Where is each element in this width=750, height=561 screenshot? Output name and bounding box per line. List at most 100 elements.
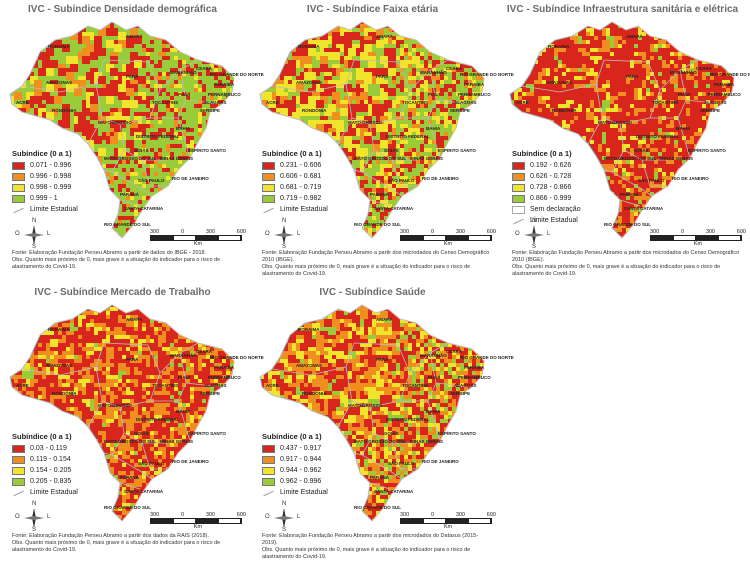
legend-item: 0.071 - 0.996: [12, 160, 78, 171]
map-legend: Subíndice (0 a 1) 0.437 - 0.917 0.917 - 0.…: [262, 431, 328, 498]
brazil-choropleth-map: [259, 304, 485, 522]
state-label-para: PARÁ: [376, 74, 389, 79]
source-text: Fonte: Elaboração Fundação Perseu Abramo…: [262, 250, 490, 263]
state-label-amazonas: AMAZONAS: [546, 80, 572, 85]
state-label-df: DISTRITO FEDERAL: [636, 134, 680, 139]
legend-item-none: Sem declaração: [512, 204, 581, 215]
scale-unit: Km: [193, 241, 203, 247]
legend-label: Limite Estadual: [30, 206, 78, 213]
compass-rose-icon: N S L O: [15, 218, 50, 250]
map-panel: RORAIMA AMAPÁ AMAZONAS PARÁ MARANHÃO CEARÁ RIO…: [500, 0, 750, 277]
state-label-rj: RIO DE JANEIRO: [672, 176, 709, 181]
compass-letter-n: N: [32, 501, 37, 507]
source-note: Fonte: Elaboração Fundação Perseu Abramo…: [262, 250, 492, 278]
compass-letter-l: L: [547, 231, 551, 237]
state-label-amazonas: AMAZONAS: [296, 363, 322, 368]
state-label-rn: RIO GRANDE DO NORTE: [460, 355, 514, 360]
legend-swatch: [12, 444, 25, 453]
scale-unit: Km: [693, 241, 703, 247]
compass-letter-o: O: [265, 514, 270, 520]
legend-label: 0.962 - 0.996: [280, 478, 322, 485]
legend-title: Subíndice (0 a 1): [512, 149, 572, 158]
legend-label: 0.071 - 0.996: [30, 162, 72, 169]
legend-item: 0.626 - 0.728: [512, 171, 581, 182]
state-label-df: DISTRITO FEDERAL: [136, 417, 180, 422]
state-label-goias: GOIÁS: [384, 148, 399, 153]
legend-title: Subíndice (0 a 1): [262, 432, 322, 441]
state-label-mt: MATO GROSSO: [98, 403, 132, 408]
legend-swatch: [262, 455, 275, 464]
state-label-roraima: RORAIMA: [298, 327, 320, 332]
legend-swatch: [512, 194, 525, 203]
compass-letter-n: N: [32, 218, 37, 224]
map-legend: Subíndice (0 a 1) 0.03 - 0.119 0.119 - 0.1…: [12, 431, 78, 498]
state-label-tocantins: TOCANTINS: [652, 100, 679, 105]
state-label-ceara: CEARÁ: [196, 66, 213, 71]
state-label-sc: SANTA CATARINA: [374, 489, 414, 494]
state-label-paraiba: PARAÍBA: [464, 365, 485, 370]
state-label-sergipe: SERGIPE: [200, 108, 221, 113]
brazil-choropleth-map: [9, 304, 235, 522]
state-label-rondonia: RONDÔNIA: [52, 108, 77, 113]
state-label-rondonia: RONDÔNIA: [302, 391, 327, 396]
legend-swatch: [262, 466, 275, 475]
scale-tick-label: 600: [236, 512, 246, 518]
scale-tick-label: 0: [430, 229, 435, 235]
state-label-amazonas: AMAZONAS: [46, 80, 72, 85]
state-label-mg: MINAS GERAIS: [410, 156, 444, 161]
state-label-sergipe: SERGIPE: [200, 391, 221, 396]
legend-swatch: [12, 477, 25, 486]
scale-tick-label: 600: [486, 229, 496, 235]
state-label-mt: MATO GROSSO: [348, 403, 382, 408]
state-label-amazonas: AMAZONAS: [296, 80, 322, 85]
state-label-acre: ACRE: [16, 100, 29, 105]
legend-label: 0.719 - 0.982: [280, 195, 322, 202]
scale-tick-label: 600: [236, 229, 246, 235]
state-label-paraiba: PARAÍBA: [214, 82, 235, 87]
scale-unit: Km: [443, 241, 453, 247]
state-label-rj: RIO DE JANEIRO: [422, 176, 459, 181]
state-label-rn: RIO GRANDE DO NORTE: [460, 72, 514, 77]
legend-swatch: [12, 183, 25, 192]
scale-tick-label: 0: [180, 229, 185, 235]
state-label-amapa: AMAPÁ: [126, 317, 143, 322]
state-label-rn: RIO GRANDE DO NORTE: [210, 72, 264, 77]
legend-item: 0.192 - 0.626: [512, 160, 581, 171]
state-label-rs: RIO GRANDE DO SUL: [604, 222, 652, 227]
panel-title: IVC - Subíndice Saúde: [319, 287, 426, 298]
state-label-sp: SÃO PAULO: [138, 461, 165, 466]
state-label-es: ESPÍRITO SANTO: [188, 431, 226, 436]
obs-text: Obs. Quanto mais próximo de 0, mais grav…: [262, 264, 471, 277]
state-label-alagoas: ALAGOAS: [204, 100, 227, 105]
state-label-roraima: RORAIMA: [548, 44, 570, 49]
map-legend: Subíndice (0 a 1) 0.192 - 0.626 0.626 - 0.…: [512, 148, 581, 226]
legend-item: 0.231 - 0.606: [262, 160, 328, 171]
state-label-goias: GOIÁS: [134, 431, 149, 436]
legend-label: 0.606 - 0.681: [280, 173, 322, 180]
state-label-sergipe: SERGIPE: [700, 108, 721, 113]
state-label-acre: ACRE: [16, 383, 29, 388]
state-label-sc: SANTA CATARINA: [624, 206, 664, 211]
legend-label: 0.866 - 0.999: [530, 195, 572, 202]
compass-letter-l: L: [297, 231, 301, 237]
legend-label: 0.437 - 0.917: [280, 445, 322, 452]
legend-label: 0.944 - 0.962: [280, 467, 322, 474]
scale-tick-label: 0: [180, 512, 185, 518]
boundary-line-icon: [12, 489, 25, 497]
legend-item-boundary: Limite Estadual: [12, 204, 78, 215]
state-label-es: ESPÍRITO SANTO: [438, 431, 476, 436]
state-label-alagoas: ALAGOAS: [704, 100, 727, 105]
state-label-acre: ACRE: [266, 100, 279, 105]
state-label-mg: MINAS GERAIS: [410, 439, 444, 444]
state-label-para: PARÁ: [376, 357, 389, 362]
compass-letter-n: N: [282, 218, 287, 224]
state-label-df: DISTRITO FEDERAL: [386, 417, 430, 422]
legend-item: 0.681 - 0.719: [262, 182, 328, 193]
state-label-maranhao: MARANHÃO: [420, 353, 447, 358]
state-label-goias: GOIÁS: [384, 431, 399, 436]
state-label-alagoas: ALAGOAS: [454, 100, 477, 105]
legend-label: Limite Estadual: [30, 489, 78, 496]
legend-swatch: [512, 172, 525, 181]
state-label-mg: MINAS GERAIS: [160, 156, 194, 161]
legend-item: 0.719 - 0.982: [262, 193, 328, 204]
